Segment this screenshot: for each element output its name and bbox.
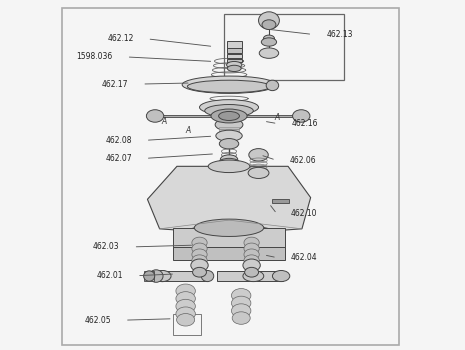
Ellipse shape [244,237,259,248]
Ellipse shape [227,65,241,71]
Bar [226,41,242,48]
Ellipse shape [201,271,214,282]
Bar [219,131,239,132]
Bar [217,271,283,281]
Ellipse shape [218,158,240,169]
Ellipse shape [232,288,251,302]
Ellipse shape [176,292,195,306]
Ellipse shape [259,48,279,58]
Ellipse shape [261,38,277,46]
Ellipse shape [244,243,259,254]
Ellipse shape [232,304,251,318]
Ellipse shape [232,312,250,324]
Ellipse shape [199,100,259,115]
Bar [173,314,201,335]
Text: A: A [186,126,191,135]
Bar [226,48,242,54]
Text: 462.16: 462.16 [292,119,318,128]
Ellipse shape [192,249,207,260]
Ellipse shape [193,267,206,277]
Ellipse shape [144,271,155,281]
Text: 462.08: 462.08 [105,136,132,145]
Bar [219,127,239,129]
Ellipse shape [215,118,243,131]
Ellipse shape [156,271,169,282]
Bar [224,14,344,79]
Bar [226,59,242,62]
Ellipse shape [244,255,259,266]
Text: 462.12: 462.12 [107,34,133,43]
Ellipse shape [243,271,264,282]
Ellipse shape [177,314,195,326]
Text: 462.04: 462.04 [291,253,318,262]
Ellipse shape [146,110,164,122]
Ellipse shape [243,259,260,272]
Bar [162,271,207,281]
Ellipse shape [211,109,247,123]
Ellipse shape [208,160,250,173]
Ellipse shape [187,80,271,93]
Ellipse shape [220,155,238,164]
Ellipse shape [192,243,207,254]
Ellipse shape [182,76,276,93]
Text: 462.06: 462.06 [290,155,316,164]
Ellipse shape [232,296,251,310]
Text: 462.07: 462.07 [105,154,132,163]
Ellipse shape [245,267,259,277]
Ellipse shape [248,167,269,178]
Ellipse shape [216,130,242,141]
Text: 462.17: 462.17 [102,79,128,89]
Bar [219,129,239,131]
Ellipse shape [176,307,195,321]
Ellipse shape [249,149,268,161]
Ellipse shape [259,12,279,29]
Ellipse shape [272,271,290,282]
Bar [219,134,239,136]
Bar [173,247,286,260]
Polygon shape [147,166,311,231]
Bar [144,271,154,281]
Text: A: A [274,113,279,122]
Ellipse shape [153,271,171,282]
Ellipse shape [219,111,239,120]
Ellipse shape [149,270,163,282]
Ellipse shape [191,259,208,272]
Polygon shape [154,115,302,117]
Ellipse shape [266,80,279,91]
Text: 462.01: 462.01 [97,271,123,280]
Ellipse shape [244,249,259,260]
Ellipse shape [176,284,195,298]
Ellipse shape [176,299,195,313]
Ellipse shape [263,35,274,42]
Text: 1598.036: 1598.036 [76,52,113,62]
Text: 462.03: 462.03 [93,242,120,251]
Text: 462.13: 462.13 [326,30,353,39]
Ellipse shape [192,255,207,266]
Text: A: A [161,117,166,126]
Bar [226,54,242,58]
Text: 462.05: 462.05 [84,316,111,325]
Ellipse shape [292,110,310,122]
Ellipse shape [192,237,207,248]
Bar [173,228,286,248]
Ellipse shape [219,139,239,149]
Bar [219,133,239,134]
Bar [272,199,289,203]
Ellipse shape [226,62,242,68]
Text: 462.10: 462.10 [291,209,317,218]
Ellipse shape [194,219,264,237]
Ellipse shape [262,20,276,29]
Ellipse shape [205,105,253,117]
